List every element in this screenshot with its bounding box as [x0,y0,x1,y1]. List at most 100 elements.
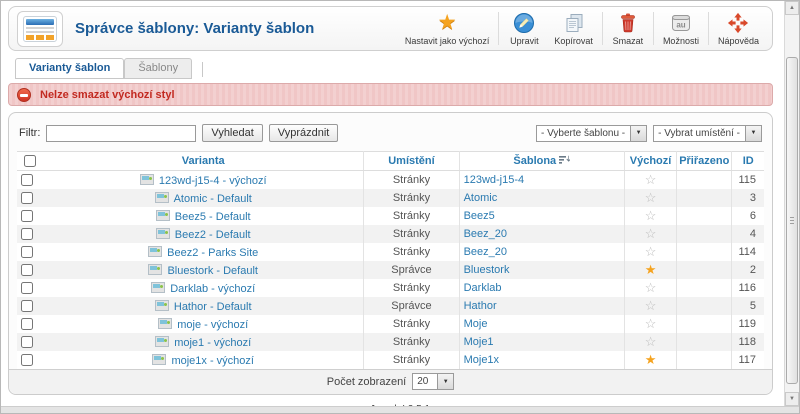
main-panel: Filtr: Vyhledat Vyprázdnit - Vyberte šab… [8,112,773,396]
template-thumbnail-icon [152,353,167,365]
id-cell: 116 [731,279,764,298]
error-message: Nelze smazat výchozí styl [40,88,175,101]
template-link[interactable]: Beez_20 [463,228,508,241]
default-star-icon[interactable]: ★ [644,262,657,278]
location-filter-select[interactable]: - Vybrat umístění - ▼ [653,124,762,142]
default-star-icon[interactable]: ☆ [644,280,657,296]
set-default-button[interactable]: ★ Nastavit jako výchozí [404,10,490,47]
assigned-cell [676,207,732,226]
variant-link[interactable]: Hathor - Default [173,300,252,313]
row-checkbox[interactable] [21,192,33,205]
id-cell: 118 [731,333,764,352]
template-link[interactable]: 123wd-j15-4 [463,174,525,187]
table-row: moje1 - výchozí Stránky Moje1 ☆ 118 [17,333,764,352]
template-thumbnail-icon [154,191,169,203]
variant-link[interactable]: Darklab - výchozí [170,282,256,295]
template-thumbnail-icon [139,173,154,185]
assigned-cell [676,279,732,298]
copy-button[interactable]: Kopírovat [547,7,600,50]
row-checkbox[interactable] [21,336,33,349]
row-checkbox[interactable] [21,246,33,259]
default-star-icon[interactable]: ☆ [644,334,657,350]
default-star-icon[interactable]: ☆ [644,244,657,260]
column-header-location[interactable]: Umístění [363,151,460,172]
tab-templates[interactable]: Šablony [124,58,193,79]
help-button[interactable]: Nápověda [711,7,766,50]
pagination-bar: Počet zobrazení 20 ▼ [9,369,772,395]
variant-link[interactable]: Beez2 - Default [174,228,251,241]
variant-link[interactable]: 123wd-j15-4 - výchozí [158,174,267,187]
chevron-down-icon: ▼ [745,125,761,141]
assigned-cell [676,189,732,208]
select-all-checkbox[interactable] [24,155,37,168]
row-checkbox[interactable] [21,228,33,241]
tab-template-styles[interactable]: Varianty šablon [15,58,125,79]
assigned-cell [676,243,732,262]
row-checkbox[interactable] [21,300,33,313]
column-header-variant[interactable]: Varianta [43,151,364,172]
scrollbar[interactable]: ▲ ▼ [784,1,799,406]
template-link[interactable]: Atomic [463,192,498,205]
template-link[interactable]: Darklab [463,282,502,295]
variant-link[interactable]: Atomic - Default [173,192,252,205]
template-link[interactable]: Moje1 [463,336,494,349]
table-header-row: Varianta Umístění Šablona Výchozí Přiřaz… [17,151,764,172]
svg-text:au: au [676,20,685,29]
filter-input[interactable] [46,124,197,142]
template-link[interactable]: Moje [463,318,488,331]
template-styles-table: Varianta Umístění Šablona Výchozí Přiřaz… [17,151,764,370]
template-link[interactable]: Beez_20 [463,246,508,259]
variant-link[interactable]: Bluestork - Default [167,264,258,277]
clear-button[interactable]: Vyprázdnit [268,124,339,142]
delete-button[interactable]: Smazat [605,7,651,50]
template-filter-select[interactable]: - Vyberte šablonu - ▼ [536,124,648,142]
default-star-icon[interactable]: ☆ [644,298,657,314]
template-manager-icon [17,10,63,47]
search-button[interactable]: Vyhledat [202,124,263,142]
row-checkbox[interactable] [21,210,33,223]
column-header-default[interactable]: Výchozí [623,151,677,172]
edit-button[interactable]: Upravit [501,7,547,50]
default-star-icon[interactable]: ☆ [644,190,657,206]
variant-link[interactable]: Beez2 - Parks Site [167,246,259,259]
scroll-down-button[interactable]: ▼ [785,392,799,406]
default-star-icon[interactable]: ☆ [644,316,657,332]
assigned-cell [676,315,732,334]
location-cell: Stránky [363,225,460,244]
location-cell: Stránky [363,279,460,298]
table-row: Bluestork - Default Správce Bluestork ★ … [17,261,764,280]
template-thumbnail-icon [155,227,170,239]
row-checkbox[interactable] [21,174,33,187]
toolbar-separator [601,12,603,45]
variant-link[interactable]: Beez5 - Default [174,210,251,223]
toolbar-separator [652,12,654,45]
star-icon: ★ [437,10,457,34]
variant-link[interactable]: moje1x - výchozí [171,354,254,367]
variant-link[interactable]: moje1 - výchozí [174,336,252,349]
display-count-select[interactable]: 20 ▼ [412,373,455,391]
row-checkbox[interactable] [21,282,33,295]
template-link[interactable]: Beez5 [463,210,495,223]
options-button[interactable]: au Možnosti [656,7,706,50]
assigned-cell [676,351,732,370]
template-link[interactable]: Bluestork [463,264,510,277]
location-cell: Stránky [363,170,460,190]
row-checkbox[interactable] [21,264,33,277]
scrollbar-thumb[interactable] [786,57,798,384]
scroll-up-button[interactable]: ▲ [785,1,799,15]
template-link[interactable]: Moje1x [463,354,500,367]
default-star-icon[interactable]: ☆ [644,208,657,224]
template-link[interactable]: Hathor [463,300,497,313]
row-checkbox[interactable] [21,318,33,331]
column-header-template[interactable]: Šablona [458,151,625,172]
table-row: Atomic - Default Stránky Atomic ☆ 3 [17,189,764,208]
tab-bar: Varianty šablon Šablony [15,58,799,79]
default-star-icon[interactable]: ☆ [644,226,657,242]
template-page-icon [23,15,57,42]
row-checkbox[interactable] [21,354,33,367]
column-header-id: ID [731,151,764,172]
variant-link[interactable]: moje - výchozí [177,318,249,331]
default-star-icon[interactable]: ☆ [644,172,657,188]
table-row: 123wd-j15-4 - výchozí Stránky 123wd-j15-… [17,170,764,190]
default-star-icon[interactable]: ★ [644,352,657,368]
